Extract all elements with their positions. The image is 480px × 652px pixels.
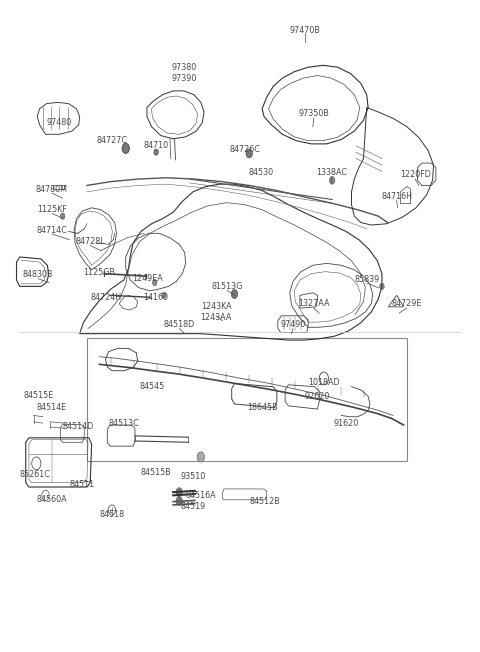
- Text: 84512B: 84512B: [250, 497, 281, 506]
- Text: 84515B: 84515B: [141, 468, 171, 477]
- Text: 84518: 84518: [99, 510, 124, 519]
- Text: 84560A: 84560A: [36, 496, 67, 504]
- Text: 84545: 84545: [140, 382, 165, 391]
- Text: 84514E: 84514E: [37, 404, 67, 412]
- Text: 1249EA: 1249EA: [132, 274, 163, 283]
- Text: 84515E: 84515E: [23, 391, 53, 400]
- Circle shape: [154, 149, 158, 155]
- Text: 1220FD: 1220FD: [400, 170, 431, 179]
- Circle shape: [176, 497, 182, 505]
- Text: 1327AA: 1327AA: [298, 299, 329, 308]
- Text: 84511: 84511: [70, 480, 95, 489]
- Text: 84729E: 84729E: [392, 299, 422, 308]
- Circle shape: [197, 452, 204, 462]
- Text: 84714C: 84714C: [36, 226, 67, 235]
- Text: 14160: 14160: [144, 293, 168, 302]
- Text: 1125GB: 1125GB: [83, 268, 115, 277]
- Text: 18645B: 18645B: [247, 404, 277, 412]
- Text: 97480: 97480: [47, 118, 72, 127]
- Text: 84710: 84710: [144, 141, 168, 151]
- Text: 84513C: 84513C: [108, 419, 139, 428]
- Text: 84830B: 84830B: [23, 271, 53, 280]
- Text: 84516A: 84516A: [185, 491, 216, 500]
- Text: 97470B: 97470B: [289, 26, 320, 35]
- Text: 85261C: 85261C: [20, 469, 50, 479]
- Text: 84519: 84519: [180, 501, 205, 511]
- Circle shape: [153, 279, 157, 286]
- Circle shape: [380, 283, 384, 289]
- Circle shape: [60, 213, 65, 219]
- Text: 93510: 93510: [180, 471, 205, 481]
- Text: 84727C: 84727C: [96, 136, 127, 145]
- Text: 97350B: 97350B: [298, 110, 329, 119]
- Text: 81513G: 81513G: [211, 282, 243, 291]
- Text: 97380
97390: 97380 97390: [171, 63, 196, 83]
- Text: 91620: 91620: [333, 419, 359, 428]
- Text: 84724H: 84724H: [91, 293, 122, 302]
- Circle shape: [329, 177, 335, 184]
- Text: 84780M: 84780M: [36, 185, 68, 194]
- Circle shape: [231, 289, 238, 299]
- Text: 84518D: 84518D: [164, 320, 195, 329]
- Text: 92620: 92620: [305, 392, 330, 401]
- Text: 84530: 84530: [248, 168, 273, 177]
- Text: 1018AD: 1018AD: [308, 378, 340, 387]
- Circle shape: [162, 292, 166, 299]
- Text: 1338AC: 1338AC: [316, 168, 347, 177]
- Text: 84514D: 84514D: [62, 422, 94, 432]
- Text: 97490: 97490: [280, 320, 306, 329]
- Circle shape: [122, 143, 130, 153]
- Text: 1125KF: 1125KF: [37, 205, 67, 215]
- Text: 1243KA
1243AA: 1243KA 1243AA: [200, 303, 232, 321]
- Circle shape: [246, 149, 252, 158]
- Text: 84726C: 84726C: [229, 145, 260, 154]
- Text: 84716H: 84716H: [381, 192, 412, 201]
- Circle shape: [176, 488, 182, 497]
- Text: 85839: 85839: [355, 275, 380, 284]
- Text: 84728L: 84728L: [75, 237, 105, 246]
